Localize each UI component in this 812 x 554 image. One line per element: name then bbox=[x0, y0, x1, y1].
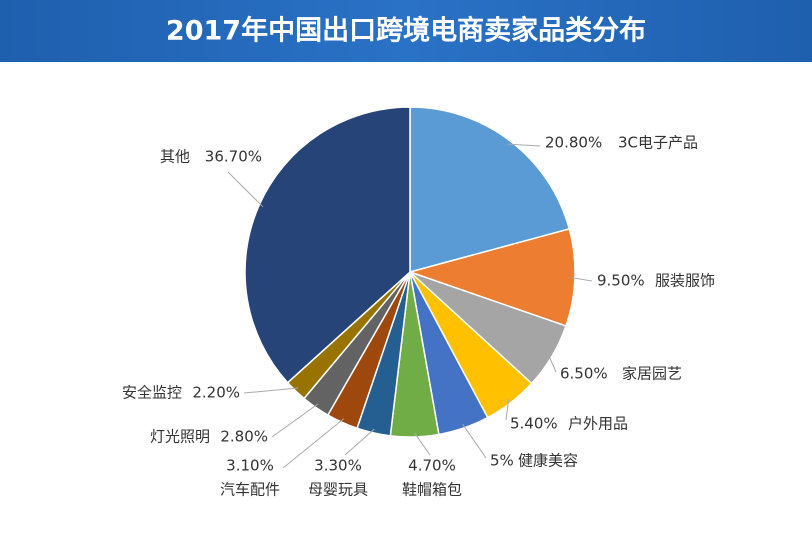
title-banner bbox=[0, 0, 812, 62]
leader-line bbox=[282, 418, 345, 469]
pie-slice bbox=[407, 228, 576, 327]
leader-line bbox=[570, 277, 593, 282]
leader-line bbox=[507, 143, 541, 147]
value-label: 20.80% bbox=[545, 134, 602, 152]
leader-line bbox=[243, 387, 299, 394]
value-label: 9.50% bbox=[597, 272, 645, 290]
category-label: 家居园艺 bbox=[622, 365, 682, 383]
category-label: 鞋帽箱包 bbox=[402, 481, 462, 499]
leader-line bbox=[547, 354, 557, 373]
category-label: 服装服饰 bbox=[655, 272, 715, 290]
leader-line bbox=[414, 432, 431, 456]
value-label: 2.80% bbox=[220, 428, 268, 446]
category-label: 母婴玩具 bbox=[308, 481, 368, 499]
value-label: 36.70% bbox=[205, 148, 262, 166]
leader-line bbox=[344, 428, 375, 456]
leader-line bbox=[462, 423, 487, 459]
value-label: 3.10% bbox=[226, 457, 274, 475]
category-label: 其他 bbox=[160, 148, 190, 166]
category-label: 户外用品 bbox=[568, 415, 628, 433]
category-label: 灯光照明 bbox=[150, 428, 210, 446]
category-label: 3C电子产品 bbox=[618, 134, 698, 152]
value-label: 6.50% bbox=[560, 365, 608, 383]
pie-slice bbox=[244, 106, 411, 384]
leader-line bbox=[271, 403, 319, 438]
pie-slice bbox=[409, 106, 571, 273]
category-label: 安全监控 bbox=[122, 384, 182, 402]
category-label: 健康美容 bbox=[518, 452, 578, 470]
category-label: 汽车配件 bbox=[220, 481, 280, 499]
leader-line bbox=[227, 171, 264, 208]
value-label: 5.40% bbox=[510, 415, 558, 433]
value-label: 3.30% bbox=[314, 457, 362, 475]
leader-line bbox=[505, 399, 510, 421]
value-label: 5% bbox=[490, 452, 514, 470]
chart-title: 2017年中国出口跨境电商卖家品类分布 bbox=[166, 15, 646, 47]
value-label: 4.70% bbox=[408, 457, 456, 475]
value-label: 2.20% bbox=[192, 384, 240, 402]
